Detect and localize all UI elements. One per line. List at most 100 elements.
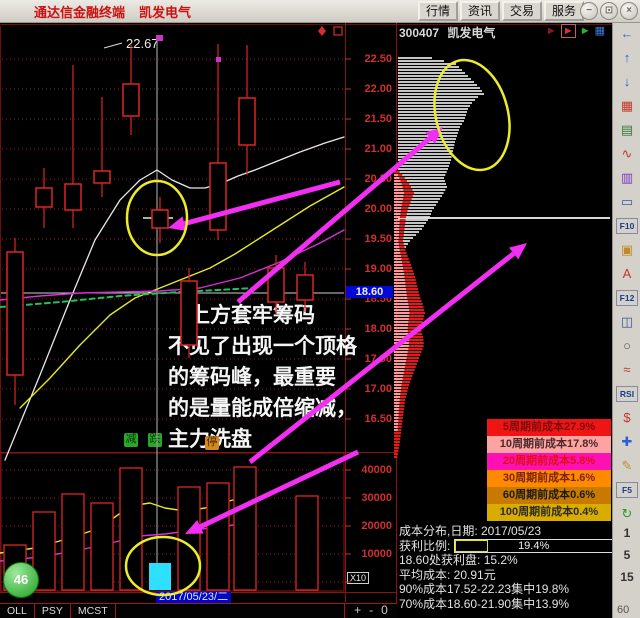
divider-left [0,26,1,592]
nav-up-icon[interactable]: ↑ [623,50,631,65]
cost-info-block: 成本分布,日期: 2017/05/23 获利比例: 19.4% 18.60处获利… [399,524,613,612]
price-tick: 20.00 [364,203,392,215]
zoom-reset-button[interactable]: 0 [381,603,388,617]
price-tick: 21.00 [364,143,392,155]
multi-panel-icon[interactable]: ▭ [620,194,634,209]
chip-panel-icons: ► ► ► ▦ [542,24,605,38]
profit-ratio-bar: 19.4% [454,538,613,553]
flag-dark-icon[interactable]: ► [545,25,557,37]
annotation-line: 主力洗盘 [168,423,384,454]
price-tick: 19.00 [364,263,392,275]
cost-legend-row-2: 20周期前成本5.8% [487,453,611,470]
volume-tick: 20000 [361,520,392,532]
assistant-badge[interactable]: 46 [3,562,39,598]
minimize-button-icon[interactable]: − [580,2,598,20]
cost-range-70: 70%成本18.60-21.90集中13.9% [399,596,570,611]
period-button-60[interactable]: 60 [617,604,630,616]
kline-chart-icon[interactable]: ▥ [620,170,634,185]
refresh-icon[interactable]: ↻ [621,506,633,521]
average-cost: 平均成本: 20.91元 [399,567,496,582]
price-tick: 21.50 [364,113,392,125]
cost-distribution-date: 成本分布,日期: 2017/05/23 [399,524,542,538]
indicator-tab-bar: OLL PSY MCST + -0 [0,603,397,618]
menu-button-0[interactable]: 行情 [417,1,458,21]
rsi-icon[interactable]: RSI [616,386,638,402]
restore-button-icon[interactable]: ⊡ [600,2,618,20]
price-tick: 22.50 [364,53,392,65]
event-badge: 停 [205,436,219,450]
tab-bar-spacer [116,604,345,618]
cost-legend-row-4: 60周期前成本0.6% [487,487,611,504]
title-bar: 通达信金融终端 凯发电气 行情 资讯 交易 服务 − ⊡ × [0,0,640,23]
indicator-tab-mcst[interactable]: MCST [71,604,116,618]
chip-distribution-pane[interactable] [397,42,611,417]
cost-legend-row-0: 5周期前成本27.9% [487,419,611,436]
volume-chart-pane[interactable] [1,453,345,592]
window-controls: − ⊡ × [578,2,638,20]
menu-button-2[interactable]: 交易 [501,1,542,21]
volume-tick: 10000 [361,548,392,560]
event-badge: 减 [124,433,138,447]
menu-button-1[interactable]: 资讯 [459,1,500,21]
trend-chart-icon[interactable]: ∿ [621,146,633,161]
price-tick: 20.50 [364,173,392,185]
draw-pencil-icon[interactable]: ✎ [621,458,633,473]
indicator-tab-psy[interactable]: PSY [35,604,71,618]
move-cross-icon[interactable]: ✚ [621,434,633,449]
annotation-line: 不见了出现一个顶格 [168,333,357,358]
profit-ratio-label: 获利比例: [399,538,451,553]
app-title: 通达信金融终端 [34,4,126,20]
indicator-tab-oll[interactable]: OLL [0,604,35,618]
annotation-line: 的筹码峰，最重要 [168,364,336,389]
magnifier-icon[interactable]: ○ [623,338,631,353]
grid-icon[interactable]: ▦ [594,25,605,37]
stock-name: 凯发电气 [447,26,496,40]
annotation-line: 上方套牢筹码 [168,302,315,327]
volume-tick: 30000 [361,492,392,504]
cost-legend: 5周期前成本27.9% 10周期前成本17.8% 20周期前成本5.8% 30周期前成… [487,419,611,521]
notes-icon[interactable]: ▣ [620,242,634,257]
flag-red-icon[interactable]: ► [560,24,576,38]
profit-ratio-row: 获利比例: 19.4% [399,539,613,554]
stock-title: 凯发电气 [139,4,192,20]
f12-trade-icon[interactable]: F12 [616,290,638,306]
nav-down-icon[interactable]: ↓ [623,74,631,89]
zoom-in-button[interactable]: + [354,603,362,617]
zoom-out-button[interactable]: - [369,603,374,617]
price-tick: 19.50 [364,233,392,245]
current-price-label: 18.60 [346,286,393,298]
f5-refresh-icon[interactable]: F5 [616,482,638,498]
volume-multiplier-label: X10 [347,572,370,584]
compare-chart-icon[interactable]: ◫ [620,314,634,329]
cost-legend-row-1: 10周期前成本17.8% [487,436,611,453]
quote-board-icon[interactable]: ▦ [620,98,634,113]
list-view-icon[interactable]: ▤ [620,122,634,137]
fundamental-icon[interactable]: A [622,266,632,281]
stock-code: 300407 [399,26,440,40]
period-button-5[interactable]: 5 [623,548,631,562]
event-badge: 跌 [148,433,162,447]
cost-legend-row-5: 100周期前成本0.4% [487,504,611,521]
annotation-line: 的是量能成倍缩减， [168,395,357,420]
cursor-date-label: 2017/05/23/二 [156,591,232,603]
cost-legend-row-3: 30周期前成本1.6% [487,470,611,487]
f10-info-icon[interactable]: F10 [616,218,638,234]
flag-green-icon[interactable]: ► [579,25,591,37]
wave-icon[interactable]: ≈ [623,362,631,377]
close-button-icon[interactable]: × [620,2,638,20]
money-icon[interactable]: $ [623,410,631,425]
divider-top [0,24,612,25]
period-button-15[interactable]: 15 [620,570,634,584]
window-title: 通达信金融终端 凯发电气 [34,2,191,21]
nav-back-icon[interactable]: ← [620,26,634,41]
title-menu-buttons: 行情 资讯 交易 服务 [416,1,584,21]
price-tick: 22.00 [364,83,392,95]
cost-range-90: 90%成本17.52-22.23集中19.8% [399,582,570,597]
right-toolbar: ← ↑ ↓ ▦ ▤ ∿ ▥ ▭ F10 ▣ A F12 ◫ ○ ≈ RSI $ ✚ ✎ F5 ↻ 1 5 15 [612,22,640,618]
period-button-1[interactable]: 1 [623,526,631,540]
profit-ratio-fill [455,539,488,552]
high-price-label: 22.67 [126,36,159,51]
profit-ratio-value: 19.4% [518,539,550,552]
